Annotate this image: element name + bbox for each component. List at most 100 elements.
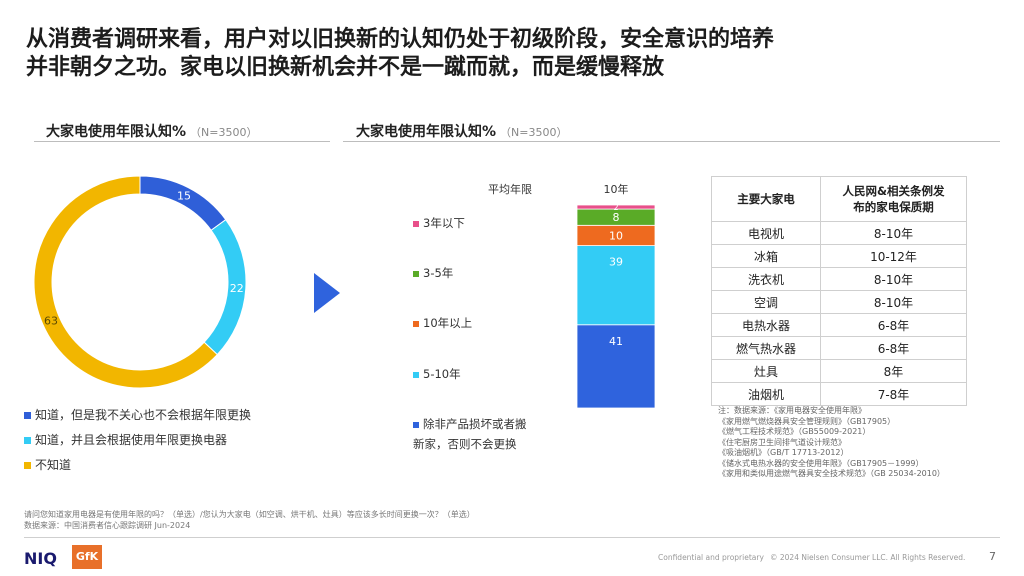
confidential-text: Confidential and proprietary (658, 553, 764, 562)
footer-rule (24, 537, 1000, 538)
left-legend-item-1: 知道，但是我不关心也不会根据年限更换 (24, 406, 251, 423)
table-cell-appliance: 油烟机 (711, 382, 821, 406)
mid-legend-item-4: 5-10年 (413, 364, 461, 384)
category-label: 10年 (604, 182, 629, 196)
left-heading-rule (34, 141, 330, 142)
category-header: 平均年限 (488, 182, 532, 196)
arrow-icon (314, 273, 340, 313)
mid-legend-item-3: 10年以上 (413, 313, 472, 333)
note-line: 注：数据来源：《家用电器安全使用年限》 (718, 406, 866, 415)
mid-legend-label-2: 3-5年 (423, 266, 454, 280)
right-heading-text: 大家电使用年限认知% (356, 124, 497, 140)
note-line: 《家用和类似用途燃气器具安全技术规范》（GB 25034-2010） (718, 469, 945, 478)
table-header-warranty: 人民网&相关条例发 布的家电保质期 (820, 176, 967, 222)
page-title-line-1: 从消费者调研来看，用户对以旧换新的认知仍处于初级阶段，安全意识的培养 (26, 27, 775, 52)
table-cell-warranty: 7-8年 (820, 382, 967, 406)
note-line: 《燃气工程技术规范》（GB55009-2021） (718, 427, 871, 436)
donut-data-label: 15 (177, 190, 191, 203)
table-header-warranty-line-1: 人民网&相关条例发 (842, 184, 945, 198)
right-heading-rule (343, 141, 1000, 142)
warranty-table: 主要大家电 人民网&相关条例发 布的家电保质期 电视机 8-10年 冰箱 10-12… (711, 176, 967, 406)
left-legend-label-3: 不知道 (35, 458, 72, 472)
page-number: 7 (989, 550, 996, 563)
table-cell-appliance: 空调 (711, 290, 821, 314)
donut-data-label: 63 (44, 315, 58, 328)
table-cell-appliance: 电热水器 (711, 313, 821, 337)
left-legend-item-3: 不知道 (24, 456, 71, 473)
donut-slice (139, 175, 227, 231)
note-line: 《吸油烟机》（GB/T 17713-2012） (718, 448, 849, 457)
footnote-question: 请问您知道家用电器是有使用年限的吗？（单选）/您认为大家电（如空调、烘干机、灶具… (24, 510, 475, 519)
table-row: 冰箱 10-12年 (711, 244, 967, 268)
table-cell-warranty: 8年 (820, 359, 967, 383)
table-cell-appliance: 电视机 (711, 221, 821, 245)
bar-data-label: 2 (613, 203, 618, 212)
table-header-row: 主要大家电 人民网&相关条例发 布的家电保质期 (711, 176, 967, 222)
legend-swatch (24, 437, 31, 444)
gfk-logo: GfK (72, 545, 102, 569)
bar-data-label: 39 (609, 256, 623, 269)
mid-legend-item-5: 除非产品损坏或者搬 新家，否则不会更换 (413, 414, 527, 454)
table-row: 电视机 8-10年 (711, 221, 967, 245)
right-section-heading: 大家电使用年限认知% （N=3500） (356, 121, 567, 141)
note-line: 《储水式电热水器的安全使用年限》（GB17905－1999） (718, 458, 924, 468)
table-cell-warranty: 8-10年 (820, 290, 967, 314)
table-row: 灶具 8年 (711, 359, 967, 383)
table-cell-appliance: 洗衣机 (711, 267, 821, 291)
left-legend-label-1: 知道，但是我不关心也不会根据年限更换 (35, 408, 252, 422)
donut-slice (33, 175, 218, 389)
page-title-line-2: 并非朝夕之功。家电以旧换新机会并不是一蹴而就，而是缓慢释放 (26, 55, 665, 80)
legend-swatch (24, 412, 31, 419)
bar-segment (576, 204, 656, 210)
left-legend-item-2: 知道，并且会根据使用年限更换电器 (24, 431, 227, 448)
table-cell-warranty: 8-10年 (820, 267, 967, 291)
legend-swatch (24, 462, 31, 469)
note-line: 《家用燃气燃烧器具安全管理规则》（GB17905） (718, 416, 896, 426)
legend-swatch (413, 270, 419, 277)
bar-data-label: 10 (609, 229, 623, 242)
table-row: 油烟机 7-8年 (711, 382, 967, 406)
mid-legend-item-1: 3年以下 (413, 213, 465, 233)
left-heading-text: 大家电使用年限认知% (46, 124, 187, 140)
bar-data-label: 41 (609, 335, 623, 348)
legend-swatch (413, 371, 419, 378)
table-row: 空调 8-10年 (711, 290, 967, 314)
left-legend-label-2: 知道，并且会根据使用年限更换电器 (35, 433, 228, 447)
left-heading-sample: （N=3500） (190, 126, 258, 139)
table-notes: 注：数据来源：《家用电器安全使用年限》 《家用燃气燃烧器具安全管理规则》（GB1… (718, 406, 945, 480)
mid-legend-item-2: 3-5年 (413, 263, 453, 283)
note-line: 《住宅厨房卫生间排气道设计规范》 (718, 437, 846, 447)
table-cell-appliance: 冰箱 (711, 244, 821, 268)
mid-legend-label-1: 3年以下 (423, 216, 465, 230)
copyright-text: © 2024 Nielsen Consumer LLC. All Rights … (770, 553, 966, 562)
stacked-bar-chart: 平均年限 10年 41 39 10 82 (488, 182, 656, 409)
table-cell-warranty: 8-10年 (820, 221, 967, 245)
mid-legend-label-3: 10年以上 (423, 316, 473, 330)
table-cell-appliance: 灶具 (711, 359, 821, 383)
niq-logo: NIQ (24, 549, 57, 568)
table-row: 燃气热水器 6-8年 (711, 336, 967, 360)
page-title: 从消费者调研来看，用户对以旧换新的认知仍处于初级阶段，安全意识的培养 并非朝夕之… (26, 26, 966, 82)
bar-segment (576, 324, 656, 409)
bar-data-label: 8 (613, 211, 620, 224)
table-cell-warranty: 6-8年 (820, 313, 967, 337)
table-cell-warranty: 10-12年 (820, 244, 967, 268)
table-row: 电热水器 6-8年 (711, 313, 967, 337)
table-row: 洗衣机 8-10年 (711, 267, 967, 291)
mid-legend-label-5a: 除非产品损坏或者搬 (423, 417, 527, 431)
table-header-appliance: 主要大家电 (711, 176, 821, 222)
table-header-warranty-line-2: 布的家电保质期 (853, 200, 934, 214)
survey-footnote: 请问您知道家用电器是有使用年限的吗？（单选）/您认为大家电（如空调、烘干机、灶具… (24, 510, 475, 531)
donut-data-label: 22 (230, 282, 244, 295)
legend-swatch (413, 220, 419, 227)
right-heading-sample: （N=3500） (500, 126, 568, 139)
table-cell-appliance: 燃气热水器 (711, 336, 821, 360)
mid-legend-label-4: 5-10年 (423, 367, 461, 381)
mid-legend-label-5b: 新家，否则不会更换 (413, 437, 517, 451)
donut-chart: 15 22 63 (33, 175, 247, 389)
table-cell-warranty: 6-8年 (820, 336, 967, 360)
legend-swatch (413, 320, 419, 327)
left-section-heading: 大家电使用年限认知% （N=3500） (46, 121, 257, 141)
legend-swatch (413, 421, 419, 428)
footnote-source: 数据来源：中国消费者信心跟踪调研 Jun-2024 (24, 520, 191, 530)
